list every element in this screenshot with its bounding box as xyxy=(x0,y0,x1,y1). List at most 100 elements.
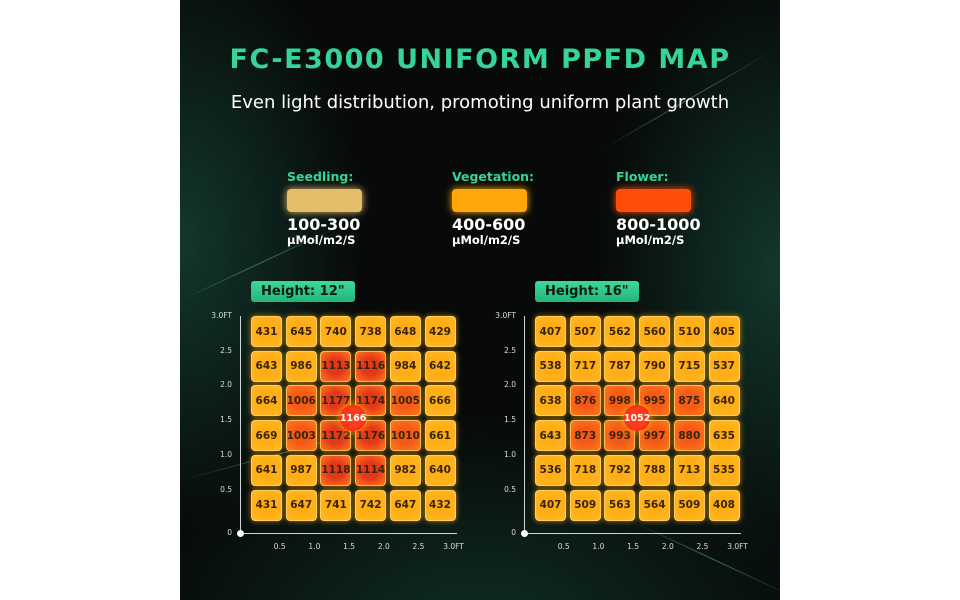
ppfd-cell: 790 xyxy=(639,350,671,382)
x-tick-label: 2.0 xyxy=(377,542,390,551)
legend-swatch xyxy=(287,189,362,212)
y-tick-label: 3.0FT xyxy=(495,311,516,320)
ppfd-cell: 429 xyxy=(424,316,456,347)
page-subtitle: Even light distribution, promoting unifo… xyxy=(230,92,730,113)
x-tick-label: 2.5 xyxy=(696,542,709,551)
legend-unit: μMol/m2/S xyxy=(616,233,685,247)
y-axis xyxy=(524,316,525,533)
ppfd-cell: 986 xyxy=(285,350,317,382)
ppfd-cell: 564 xyxy=(639,489,671,521)
legend-swatch xyxy=(452,189,527,212)
ppfd-cell: 510 xyxy=(673,316,705,347)
page-title: FC-E3000 UNIFORM PPFD MAP xyxy=(229,44,731,75)
ppfd-cell: 537 xyxy=(708,350,740,382)
axis-origin-dot xyxy=(521,530,528,537)
ppfd-cell: 1010 xyxy=(389,420,421,452)
ppfd-cell: 648 xyxy=(389,316,421,347)
ppfd-cell: 987 xyxy=(285,454,317,486)
ppfd-cell: 509 xyxy=(673,489,705,521)
ppfd-cell: 1172 xyxy=(320,420,352,452)
ppfd-cell: 640 xyxy=(708,385,740,417)
ppfd-cell: 873 xyxy=(569,420,601,452)
y-tick-label: 1.0 xyxy=(504,449,516,459)
ppfd-cell: 431 xyxy=(251,316,282,347)
y-tick-label: 3.0FT xyxy=(211,311,232,320)
ppfd-cell: 563 xyxy=(604,489,636,521)
ppfd-cell: 643 xyxy=(251,350,282,382)
ppfd-cell: 407 xyxy=(535,316,566,347)
y-tick-label: 2.0 xyxy=(504,380,516,390)
legend-label: Seedling: xyxy=(287,169,354,184)
ppfd-cell: 666 xyxy=(424,385,456,417)
ppfd-cell: 880 xyxy=(673,420,705,452)
y-tick-label: 2.5 xyxy=(504,345,516,355)
ppfd-cell: 1113 xyxy=(320,350,352,382)
y-tick-label: 2.5 xyxy=(220,345,232,355)
ppfd-cell: 1003 xyxy=(285,420,317,452)
x-tick-label: 0.5 xyxy=(557,542,570,551)
x-tick-label: 1.0 xyxy=(592,542,605,551)
ppfd-cell: 717 xyxy=(569,350,601,382)
legend-label: Vegetation: xyxy=(452,169,535,184)
x-tick-label: 3.0FT xyxy=(727,542,748,551)
x-tick-label: 1.5 xyxy=(627,542,640,551)
y-tick-label: 0.5 xyxy=(504,484,516,494)
ppfd-cell: 408 xyxy=(708,489,740,521)
legend-unit: μMol/m2/S xyxy=(287,233,356,247)
ppfd-cell: 641 xyxy=(251,454,282,486)
ppfd-cell: 642 xyxy=(424,350,456,382)
ppfd-cell: 1118 xyxy=(320,454,352,486)
ppfd-panel: FC-E3000 UNIFORM PPFD MAP Even light dis… xyxy=(180,0,780,600)
x-tick-label: 1.0 xyxy=(308,542,321,551)
ppfd-cell: 738 xyxy=(355,316,387,347)
ppfd-cell: 407 xyxy=(535,489,566,521)
y-axis xyxy=(240,316,241,533)
ppfd-cell: 876 xyxy=(569,385,601,417)
y-tick-label: 1.0 xyxy=(220,449,232,459)
ppfd-cell: 647 xyxy=(285,489,317,521)
ppfd-cell: 1177 xyxy=(320,385,352,417)
legend-unit: μMol/m2/S xyxy=(452,233,521,247)
center-reading-badge: 1166 xyxy=(340,405,366,432)
legend-label: Flower: xyxy=(616,169,669,184)
x-axis xyxy=(524,533,741,534)
legend-swatch xyxy=(616,189,691,212)
ppfd-cell: 645 xyxy=(285,316,317,347)
ppfd-cell: 536 xyxy=(535,454,566,486)
ppfd-cell: 982 xyxy=(389,454,421,486)
y-tick-label: 2.0 xyxy=(220,380,232,390)
ppfd-cell: 669 xyxy=(251,420,282,452)
ppfd-cell: 984 xyxy=(389,350,421,382)
ppfd-cell: 792 xyxy=(604,454,636,486)
x-tick-label: 2.5 xyxy=(412,542,425,551)
ppfd-cell: 647 xyxy=(389,489,421,521)
ppfd-cell: 638 xyxy=(535,385,566,417)
x-tick-label: 1.5 xyxy=(343,542,356,551)
ppfd-cell: 507 xyxy=(569,316,601,347)
x-tick-label: 3.0FT xyxy=(443,542,464,551)
ppfd-cell: 788 xyxy=(639,454,671,486)
ppfd-cell: 635 xyxy=(708,420,740,452)
ppfd-cell: 741 xyxy=(320,489,352,521)
ppfd-cell: 1114 xyxy=(355,454,387,486)
ppfd-cell: 1174 xyxy=(355,385,387,417)
ppfd-cell: 715 xyxy=(673,350,705,382)
ppfd-cell: 713 xyxy=(673,454,705,486)
ppfd-cell: 740 xyxy=(320,316,352,347)
ppfd-cell: 742 xyxy=(355,489,387,521)
y-tick-label: 0.5 xyxy=(220,484,232,494)
y-tick-label: 1.5 xyxy=(504,415,516,425)
y-tick-label: 0 xyxy=(511,528,516,537)
light-streak xyxy=(629,520,780,598)
ppfd-cell: 664 xyxy=(251,385,282,417)
ppfd-cell: 1006 xyxy=(285,385,317,417)
ppfd-cell: 718 xyxy=(569,454,601,486)
x-axis xyxy=(240,533,457,534)
legend-range: 400-600 xyxy=(452,215,526,234)
ppfd-cell: 431 xyxy=(251,489,282,521)
ppfd-cell: 432 xyxy=(424,489,456,521)
ppfd-cell: 562 xyxy=(604,316,636,347)
ppfd-cell: 787 xyxy=(604,350,636,382)
y-tick-label: 0 xyxy=(227,528,232,537)
x-tick-label: 2.0 xyxy=(661,542,674,551)
